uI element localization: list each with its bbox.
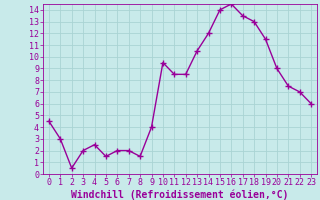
X-axis label: Windchill (Refroidissement éolien,°C): Windchill (Refroidissement éolien,°C) [71, 190, 289, 200]
